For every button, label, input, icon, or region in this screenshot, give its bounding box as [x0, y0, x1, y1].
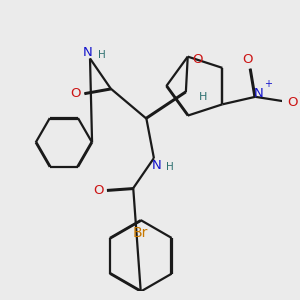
Text: O: O: [71, 87, 81, 100]
Text: O: O: [242, 53, 253, 66]
Text: O: O: [288, 96, 298, 109]
Text: O: O: [192, 53, 202, 66]
Text: +: +: [264, 79, 272, 89]
Text: O: O: [93, 184, 104, 196]
Text: H: H: [199, 92, 207, 102]
Text: N: N: [82, 46, 92, 59]
Text: Br: Br: [133, 226, 148, 240]
Text: H: H: [166, 162, 174, 172]
Text: N: N: [254, 87, 264, 100]
Text: ⁻: ⁻: [298, 90, 300, 100]
Text: H: H: [98, 50, 106, 60]
Text: N: N: [152, 159, 162, 172]
